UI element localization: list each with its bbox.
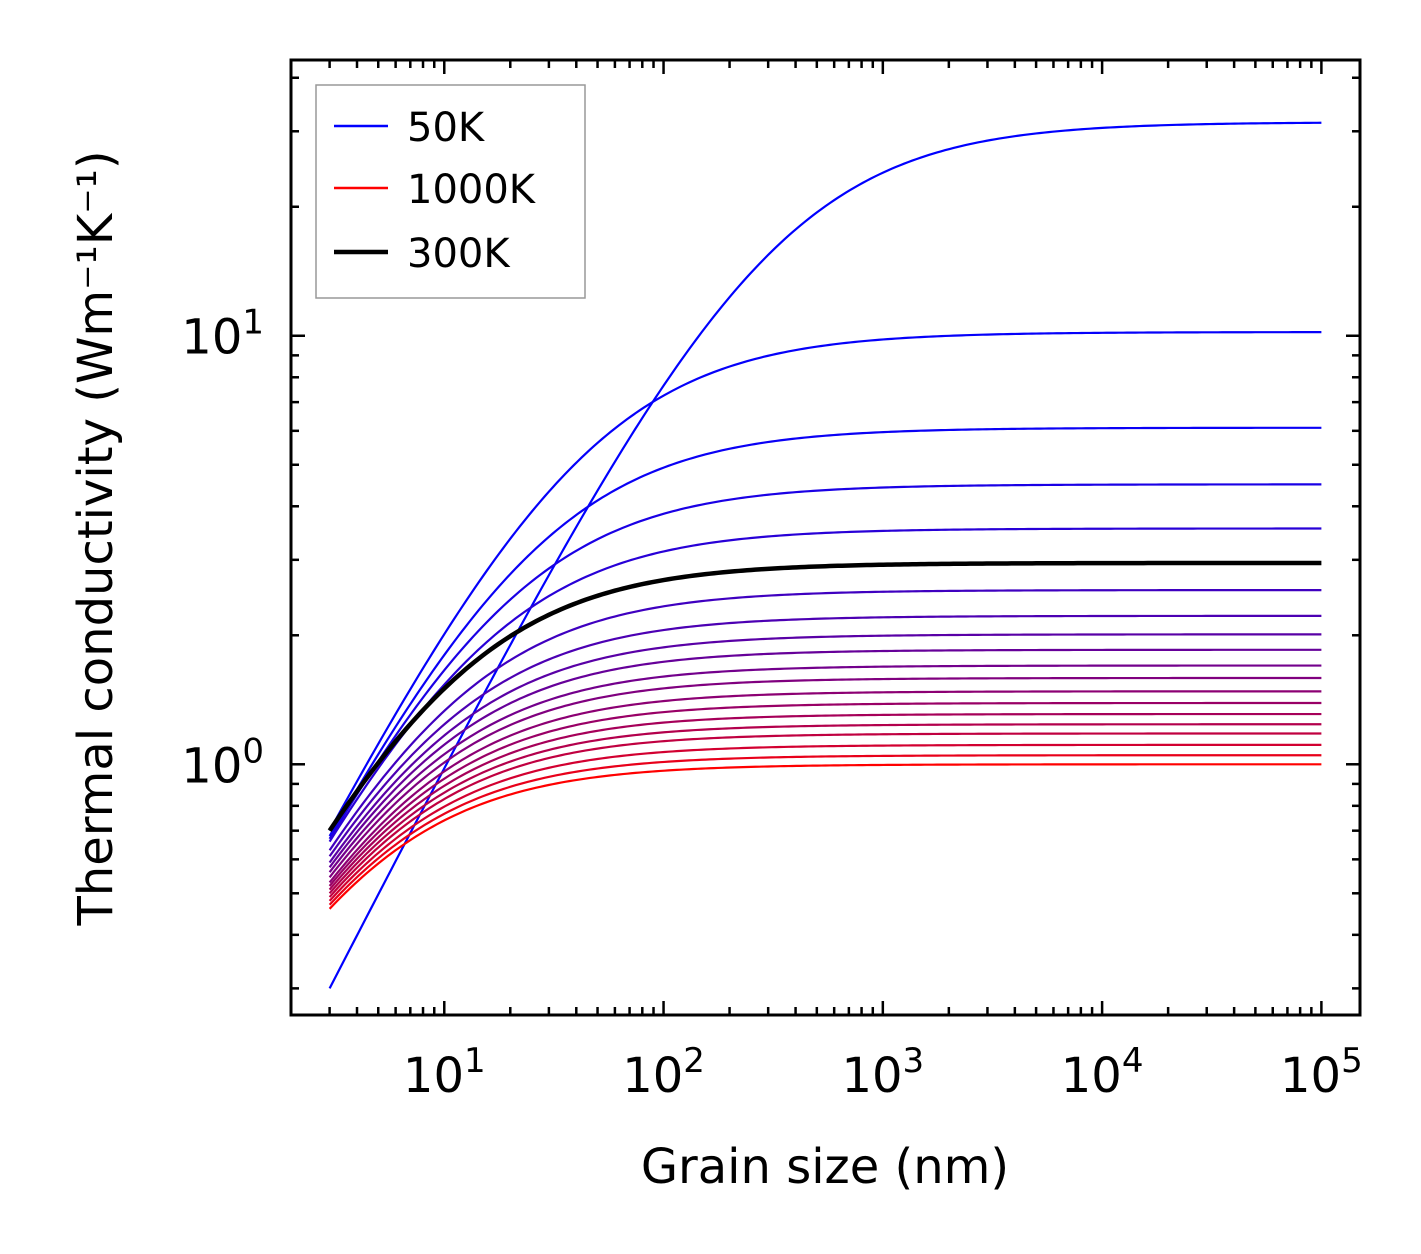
- x-tick-label: 101: [403, 1041, 486, 1104]
- y-axis-title: Thermal conductivity (Wm⁻¹K⁻¹): [68, 150, 124, 926]
- series-line-700k: [328, 701, 1322, 887]
- x-tick-label: 104: [1061, 1041, 1144, 1104]
- series-line-500k: [328, 648, 1322, 868]
- series-line-200k: [328, 483, 1322, 840]
- series-line-1000k: [328, 763, 1322, 910]
- series-line-150k: [328, 426, 1322, 837]
- series-line-550k: [328, 664, 1322, 873]
- series-line-450k: [328, 633, 1322, 864]
- series-line-950k: [328, 754, 1322, 906]
- series-line-800k: [328, 723, 1322, 895]
- tick-label-layer: 101 102 103 104 105 100 101: [181, 303, 1362, 1104]
- legend-label-50k: 50K: [407, 105, 486, 151]
- legend: 50K 1000K 300K: [315, 84, 586, 299]
- series-line-650k: [328, 690, 1322, 884]
- series-line-600k: [328, 676, 1322, 878]
- x-tick-label: 103: [841, 1041, 924, 1104]
- legend-label-300k: 300K: [407, 231, 511, 277]
- series-line-850k: [328, 732, 1322, 898]
- x-axis-title: Grain size (nm): [641, 1139, 1009, 1195]
- series-line-750k: [328, 712, 1322, 891]
- y-tick-label: 100: [181, 731, 264, 794]
- series-line-350k: [328, 588, 1322, 851]
- x-tick-label: 105: [1280, 1041, 1363, 1104]
- series-line-900k: [328, 743, 1322, 902]
- x-tick-label: 102: [622, 1041, 705, 1104]
- series-line-100k: [328, 331, 1322, 832]
- series-line-400k: [328, 614, 1322, 857]
- series-line-250k: [328, 527, 1322, 843]
- y-tick-label: 101: [181, 303, 264, 366]
- plot-frame: [289, 58, 1362, 1017]
- series-line-300k: [327, 560, 1322, 832]
- legend-label-1000k: 1000K: [407, 167, 537, 213]
- legend-frame: [315, 84, 586, 299]
- series-layer: [327, 121, 1322, 989]
- series-line-50k: [328, 121, 1322, 989]
